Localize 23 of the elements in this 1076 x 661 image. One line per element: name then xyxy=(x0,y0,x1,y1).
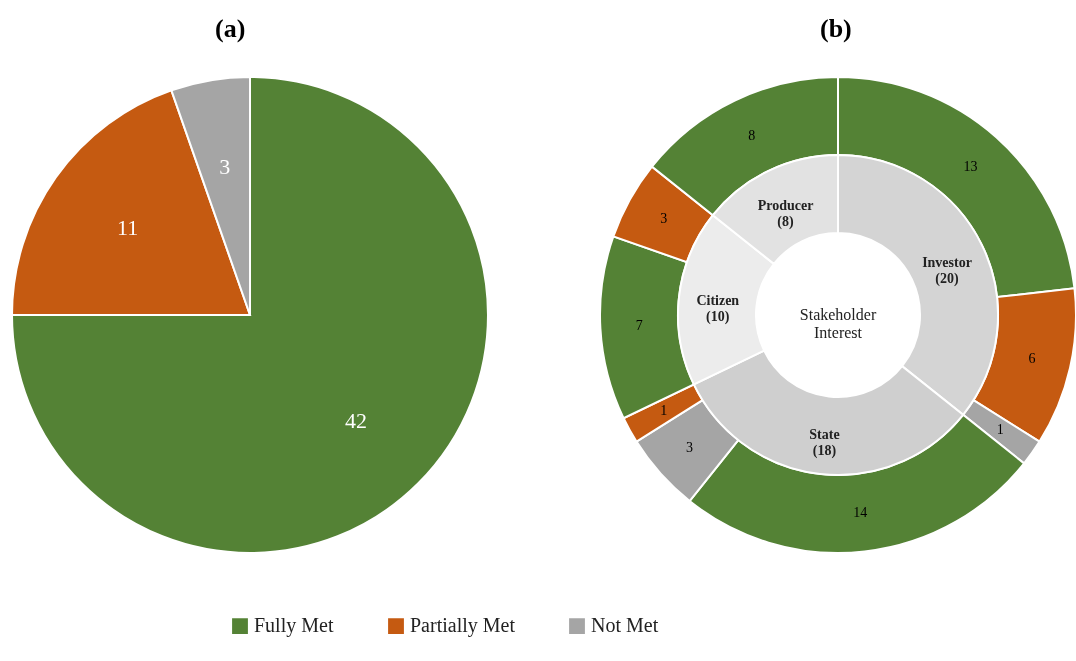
data-label: 3 xyxy=(660,210,668,226)
chart-title: (b) xyxy=(820,14,852,43)
data-label: 6 xyxy=(1028,351,1036,367)
text: Stakeholder Interest xyxy=(799,306,877,341)
data-label: 8 xyxy=(748,127,756,143)
data-label: 3 xyxy=(686,439,694,455)
slice-label: Citizen (10) xyxy=(696,293,740,326)
pie-slice xyxy=(11,76,489,554)
slice-label: Producer (8) xyxy=(757,197,814,230)
slice-label: Investor (20) xyxy=(922,254,972,287)
chart-title: (a) xyxy=(215,14,246,43)
slice-label: State (18) xyxy=(809,427,840,460)
data-label: 13 xyxy=(963,158,978,174)
data-label: 11 xyxy=(117,215,139,241)
data-label: 14 xyxy=(853,504,868,520)
data-label: 3 xyxy=(219,154,231,180)
data-label: 1 xyxy=(996,422,1004,438)
legend-label: Partially Met xyxy=(410,614,516,638)
data-label: 42 xyxy=(345,408,368,434)
data-label: 1 xyxy=(660,403,668,419)
legend-label: Not Met xyxy=(591,614,659,637)
data-label: 7 xyxy=(635,318,643,334)
legend-label: Fully Met xyxy=(254,614,334,638)
